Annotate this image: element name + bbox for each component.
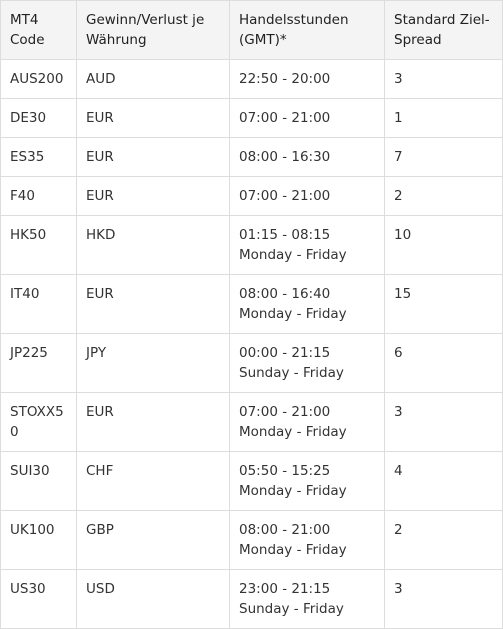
cell-target-spread: 10 bbox=[384, 215, 503, 275]
cell-mt4-code: US30 bbox=[0, 569, 77, 629]
cell-trading-hours: 00:00 - 21:15 Sunday - Friday bbox=[229, 333, 385, 393]
cell-target-spread: 1 bbox=[384, 98, 503, 138]
cell-currency: EUR bbox=[76, 98, 230, 138]
cell-target-spread: 3 bbox=[384, 569, 503, 629]
cell-currency: USD bbox=[76, 569, 230, 629]
cell-currency: GBP bbox=[76, 510, 230, 570]
cell-mt4-code: UK100 bbox=[0, 510, 77, 570]
table-row: UK100 GBP 08:00 - 21:00 Monday - Friday 2 bbox=[0, 510, 503, 570]
cell-mt4-code: IT40 bbox=[0, 274, 77, 334]
cell-currency: JPY bbox=[76, 333, 230, 393]
table-row: ES35 EUR 08:00 - 16:30 7 bbox=[0, 137, 503, 177]
cell-trading-hours: 22:50 - 20:00 bbox=[229, 59, 385, 99]
table-row: STOXX50 EUR 07:00 - 21:00 Monday - Friday 3 bbox=[0, 392, 503, 452]
cell-target-spread: 4 bbox=[384, 451, 503, 511]
cell-mt4-code: AUS200 bbox=[0, 59, 77, 99]
table-row: IT40 EUR 08:00 - 16:40 Monday - Friday 15 bbox=[0, 274, 503, 334]
cell-trading-hours: 08:00 - 21:00 Monday - Friday bbox=[229, 510, 385, 570]
cell-target-spread: 2 bbox=[384, 176, 503, 216]
table-header: MT4 Code Gewinn/Verlust je Währung Hande… bbox=[0, 0, 503, 60]
cell-target-spread: 3 bbox=[384, 59, 503, 99]
cell-currency: EUR bbox=[76, 176, 230, 216]
table-row: F40 EUR 07:00 - 21:00 2 bbox=[0, 176, 503, 216]
cell-trading-hours: 08:00 - 16:40 Monday - Friday bbox=[229, 274, 385, 334]
header-trading-hours: Handelsstunden (GMT)* bbox=[229, 0, 385, 60]
header-mt4-code: MT4 Code bbox=[0, 0, 77, 60]
cell-target-spread: 3 bbox=[384, 392, 503, 452]
cell-trading-hours: 08:00 - 16:30 bbox=[229, 137, 385, 177]
header-row: MT4 Code Gewinn/Verlust je Währung Hande… bbox=[0, 0, 503, 60]
cell-currency: HKD bbox=[76, 215, 230, 275]
table-row: HK50 HKD 01:15 - 08:15 Monday - Friday 10 bbox=[0, 215, 503, 275]
cell-currency: EUR bbox=[76, 137, 230, 177]
cell-mt4-code: JP225 bbox=[0, 333, 77, 393]
cell-mt4-code: F40 bbox=[0, 176, 77, 216]
cell-trading-hours: 07:00 - 21:00 Monday - Friday bbox=[229, 392, 385, 452]
cell-target-spread: 7 bbox=[384, 137, 503, 177]
header-profit-loss-currency: Gewinn/Verlust je Währung bbox=[76, 0, 230, 60]
cell-trading-hours: 07:00 - 21:00 bbox=[229, 176, 385, 216]
cell-target-spread: 15 bbox=[384, 274, 503, 334]
table-row: US30 USD 23:00 - 21:15 Sunday - Friday 3 bbox=[0, 569, 503, 629]
cell-trading-hours: 05:50 - 15:25 Monday - Friday bbox=[229, 451, 385, 511]
table-row: DE30 EUR 07:00 - 21:00 1 bbox=[0, 98, 503, 138]
table-row: AUS200 AUD 22:50 - 20:00 3 bbox=[0, 59, 503, 99]
cell-mt4-code: ES35 bbox=[0, 137, 77, 177]
cell-trading-hours: 23:00 - 21:15 Sunday - Friday bbox=[229, 569, 385, 629]
cell-currency: EUR bbox=[76, 274, 230, 334]
table-row: SUI30 CHF 05:50 - 15:25 Monday - Friday 4 bbox=[0, 451, 503, 511]
cell-currency: AUD bbox=[76, 59, 230, 99]
cell-mt4-code: DE30 bbox=[0, 98, 77, 138]
cell-trading-hours: 01:15 - 08:15 Monday - Friday bbox=[229, 215, 385, 275]
cell-mt4-code: HK50 bbox=[0, 215, 77, 275]
cell-target-spread: 2 bbox=[384, 510, 503, 570]
cell-mt4-code: STOXX50 bbox=[0, 392, 77, 452]
table-body: AUS200 AUD 22:50 - 20:00 3 DE30 EUR 07:00 - 21… bbox=[0, 59, 503, 629]
cell-target-spread: 6 bbox=[384, 333, 503, 393]
header-target-spread: Standard Ziel-Spread bbox=[384, 0, 503, 60]
cell-mt4-code: SUI30 bbox=[0, 451, 77, 511]
cell-trading-hours: 07:00 - 21:00 bbox=[229, 98, 385, 138]
cell-currency: CHF bbox=[76, 451, 230, 511]
table-row: JP225 JPY 00:00 - 21:15 Sunday - Friday 6 bbox=[0, 333, 503, 393]
cell-currency: EUR bbox=[76, 392, 230, 452]
